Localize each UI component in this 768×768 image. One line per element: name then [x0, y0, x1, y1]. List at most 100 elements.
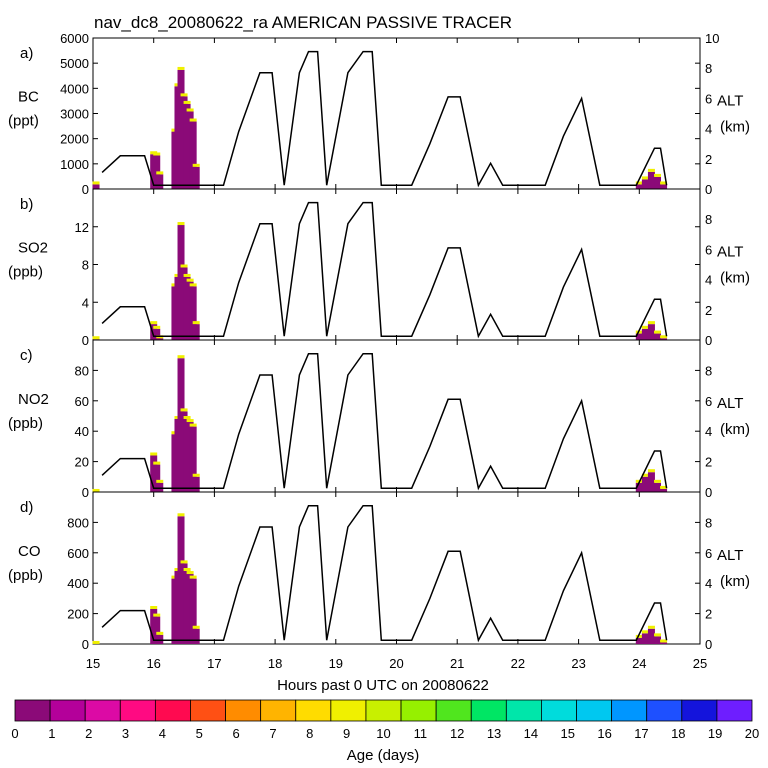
- tracer-bar: [156, 174, 164, 189]
- tracer-bar: [192, 324, 200, 340]
- tracer-bar-cap: [180, 93, 188, 97]
- y-tick-label: 0: [82, 637, 89, 652]
- colorbar-tick-label: 2: [85, 726, 92, 741]
- tracer-bar-cap: [156, 479, 164, 483]
- tracer-bar-cap: [150, 321, 158, 325]
- tracer-bar: [660, 488, 668, 492]
- tracer-bar-cap: [660, 181, 668, 185]
- tracer-bar-cap: [156, 171, 164, 175]
- tracer-bar: [189, 578, 197, 644]
- y2-axis-label: ALT: [717, 244, 743, 261]
- colorbar: 0 1 2 3 4 5 6 7 8 9 10 11 12 13 14 15 16 17 18 19 20: [11, 699, 759, 741]
- tracer-bar-cap: [153, 152, 161, 156]
- colorbar-tick-label: 11: [414, 726, 428, 741]
- tracer-bar-cap: [192, 473, 200, 477]
- y2-tick-label: 2: [705, 455, 712, 470]
- panel-1: a) 0 1000 2000 3000 4000 5000 6000 0 2 4 6 8 10 BC (ppt…: [8, 31, 750, 197]
- y2-axis-label: ALT: [717, 547, 743, 564]
- tracer-bar: [654, 333, 662, 340]
- y2-tick-label: 8: [705, 515, 712, 530]
- tracer-bar: [192, 628, 200, 644]
- y2-tick-label: 2: [705, 607, 712, 622]
- y2-axis-unit: (km): [720, 421, 750, 438]
- y2-axis-unit: (km): [720, 119, 750, 136]
- tracer-bar: [641, 328, 649, 340]
- y2-tick-label: 6: [705, 91, 712, 106]
- colorbar-tick-label: 15: [561, 726, 575, 741]
- tracer-bar-cap: [180, 408, 188, 412]
- y2-tick-label: 0: [705, 182, 712, 197]
- tracer-bar-cap: [183, 100, 191, 104]
- altitude-line: [101, 50, 668, 188]
- tracer-bar: [647, 472, 655, 492]
- y2-tick-label: 10: [705, 31, 719, 46]
- colorbar-tick-label: 0: [11, 726, 18, 741]
- tracer-bar-cap: [647, 321, 655, 325]
- colorbar-swatch: [14, 699, 51, 722]
- colorbar-tick-label: 4: [159, 726, 166, 741]
- panel-label: d): [20, 499, 33, 516]
- colorbar-tick-label: 14: [524, 726, 538, 741]
- y2-axis-label: ALT: [717, 395, 743, 412]
- tracer-bar: [647, 324, 655, 340]
- colorbar-tick-label: 17: [634, 726, 648, 741]
- colorbar-swatch: [190, 699, 226, 722]
- tracer-bar-cap: [189, 118, 197, 122]
- y2-tick-label: 4: [705, 424, 712, 439]
- y2-tick-label: 2: [705, 303, 712, 318]
- y-tick-label: 4000: [60, 81, 89, 96]
- panel-label: b): [20, 196, 33, 213]
- colorbar-swatch: [260, 699, 297, 722]
- panel-3: c) 0 20 40 60 80 0 2 4 6 8 NO2 (ppb) ALT (km): [8, 339, 750, 500]
- altitude-line: [101, 504, 668, 643]
- y-axis-unit: (ppb): [8, 415, 43, 432]
- colorbar-swatch: [505, 699, 542, 722]
- panel-2: b) 0 4 8 12 0 2 4 6 8 SO2 (ppb) ALT (km): [8, 188, 750, 348]
- altitude-line: [101, 201, 668, 339]
- y-tick-label: 8: [82, 258, 89, 273]
- x-tick-label: 18: [268, 656, 282, 671]
- tracer-bar-cap: [150, 452, 158, 456]
- y2-tick-label: 8: [705, 212, 712, 227]
- tracer-bar: [156, 482, 164, 492]
- colorbar-tick-label: 9: [343, 726, 350, 741]
- colorbar-swatch: [295, 699, 332, 722]
- tracer-bar: [153, 464, 161, 492]
- colorbar-tick-label: 3: [122, 726, 129, 741]
- figure-title: nav_dc8_20080622_ra AMERICAN PASSIVE TRA…: [94, 13, 512, 32]
- panels: a)01000200030004000500060000246810BC(ppt…: [8, 31, 750, 671]
- x-tick-label: 21: [450, 656, 464, 671]
- colorbar-swatch: [225, 699, 262, 722]
- tracer-bar-cap: [183, 416, 191, 419]
- tracer-bar-cap: [660, 335, 668, 339]
- colorbar-tick-label: 8: [306, 726, 313, 741]
- colorbar-swatch: [541, 699, 577, 722]
- panel-label: a): [20, 45, 33, 62]
- tracer-bar-cap: [647, 625, 655, 629]
- y-axis-unit: (ppb): [8, 567, 43, 584]
- tracer-bar-cap: [177, 222, 185, 226]
- y2-tick-label: 0: [705, 485, 712, 500]
- x-tick-label: 24: [632, 656, 646, 671]
- colorbar-tick-label: 18: [671, 726, 685, 741]
- x-tick-label: 20: [389, 656, 403, 671]
- x-tick-label: 17: [207, 656, 221, 671]
- tracer-bar: [153, 328, 161, 340]
- tracer-bar-cap: [156, 631, 164, 635]
- y-tick-label: 0: [82, 182, 89, 197]
- y2-tick-label: 6: [705, 394, 712, 409]
- y-tick-label: 4: [82, 295, 89, 310]
- tracer-bar-cap: [189, 283, 197, 287]
- tracer-bar-cap: [189, 423, 197, 427]
- tracer-bar-cap: [641, 473, 649, 477]
- y2-tick-label: 4: [705, 273, 712, 288]
- y2-tick-label: 6: [705, 546, 712, 561]
- tracer-bar-cap: [150, 606, 158, 609]
- tracer-bar-cap: [92, 640, 100, 644]
- y-tick-label: 80: [75, 363, 89, 378]
- tracer-bar-cap: [635, 330, 643, 334]
- tracer-bar: [635, 637, 643, 644]
- tracer-bar: [660, 184, 668, 189]
- tracer-bar-cap: [192, 321, 200, 325]
- colorbar-swatch: [470, 699, 507, 722]
